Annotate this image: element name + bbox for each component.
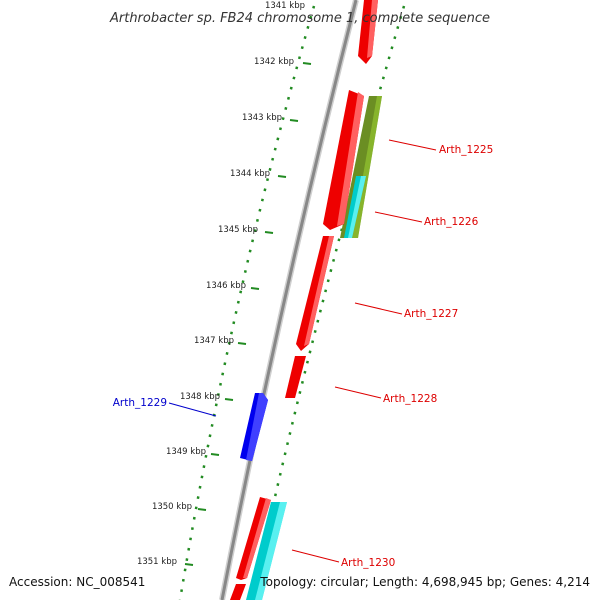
forward-cds (230, 0, 378, 600)
tick-mark (302, 62, 312, 65)
leader-line-1225 (388, 139, 437, 151)
cds-arrow-1228 (285, 356, 306, 398)
tick-mark (224, 398, 234, 401)
backbone-shadow (219, 0, 359, 600)
tick-label-1351: 1351 kbp (137, 557, 177, 567)
leader-line-1230 (291, 549, 340, 563)
leader-line-1227 (354, 302, 403, 315)
gene-label-arth-1229[interactable]: Arth_1229 (113, 397, 167, 409)
cds-arrow-1230-highlight (243, 498, 271, 578)
cds-arrow-1225-highlight (337, 92, 364, 226)
tick-mark (237, 342, 247, 345)
gene-label-arth-1228[interactable]: Arth_1228 (383, 393, 437, 405)
cds-arrow-1226-highlight (304, 236, 334, 346)
gene-label-arth-1230[interactable]: Arth_1230 (341, 557, 395, 569)
outer-features (246, 96, 382, 600)
tick-label-1341: 1341 kbp (265, 1, 305, 11)
tick-mark (184, 563, 194, 566)
tick-label-1345: 1345 kbp (218, 225, 258, 235)
leader-line-1228 (334, 386, 382, 399)
tick-mark (289, 119, 299, 122)
gene-label-arth-1225[interactable]: Arth_1225 (439, 144, 493, 156)
leader-line-1229 (168, 402, 217, 417)
tick-label-1349: 1349 kbp (166, 447, 206, 457)
tick-mark (264, 231, 274, 234)
tick-label-1350: 1350 kbp (152, 502, 192, 512)
tick-label-1346: 1346 kbp (206, 281, 246, 291)
map-title: Arthrobacter sp. FB24 chromosome 1, comp… (109, 11, 490, 26)
summary-text: Topology: circular; Length: 4,698,945 bp… (259, 575, 590, 589)
gene-label-arth-1227[interactable]: Arth_1227 (404, 308, 458, 320)
tick-label-1348: 1348 kbp (180, 392, 220, 402)
cds-arrow-1224-highlight (367, 0, 378, 58)
tick-label-1344: 1344 kbp (230, 169, 270, 179)
leader-line-1226 (374, 211, 423, 223)
backbone (220, 0, 358, 600)
inner-dotted-ring (178, 5, 316, 600)
gene-label-arth-1226[interactable]: Arth_1226 (424, 216, 479, 228)
tick-mark (197, 508, 207, 511)
feature-cyan-lower-highlight (255, 502, 287, 600)
tick-mark (210, 453, 220, 456)
accession-text: Accession: NC_008541 (9, 575, 145, 589)
feature-cyan-highlight (348, 176, 366, 238)
leader-lines (168, 139, 437, 563)
cds-arrow-1231 (230, 584, 246, 600)
tick-label-1342: 1342 kbp (254, 57, 294, 67)
tick-label-1347: 1347 kbp (194, 336, 234, 346)
tick-labels: 1341 kbp 1342 kbp 1343 kbp 1344 kbp 1345… (137, 1, 305, 567)
gene-labels: Arth_1225 Arth_1226 Arth_1227 Arth_1228 … (113, 144, 494, 569)
cds-arrow-1229-highlight (246, 393, 268, 461)
tick-marks (184, 62, 312, 566)
tick-mark (277, 175, 287, 178)
tick-mark (250, 287, 260, 290)
tick-label-1343: 1343 kbp (242, 113, 282, 123)
